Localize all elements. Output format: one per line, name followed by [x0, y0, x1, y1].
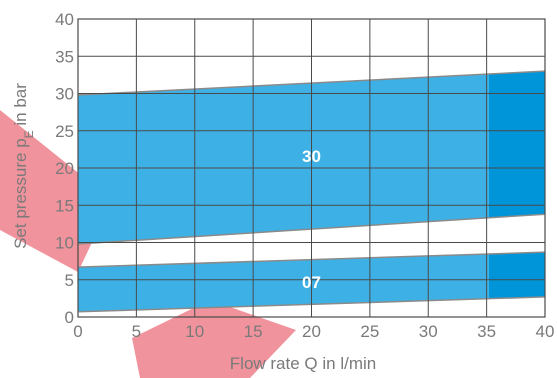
band-label-30: 30	[302, 147, 321, 166]
band-30	[78, 74, 489, 244]
y-tick-label-35: 35	[55, 47, 74, 66]
y-axis-title: Set pressure pE in bar	[11, 83, 36, 249]
x-axis-title: Flow rate Q in l/min	[230, 354, 376, 373]
bands	[77, 70, 546, 313]
y-tick-label-30: 30	[55, 85, 74, 104]
band-label-07: 07	[302, 273, 321, 292]
x-tick-label-0: 0	[73, 322, 82, 341]
y-tick-label-10: 10	[55, 234, 74, 253]
x-tick-label-40: 40	[536, 322, 555, 341]
watermark-shape-bottom	[132, 300, 296, 378]
plot-frame	[77, 18, 546, 318]
x-tick-label-15: 15	[244, 322, 263, 341]
x-tick-label-25: 25	[360, 322, 379, 341]
y-tick-label-25: 25	[55, 122, 74, 141]
y-tick-label-20: 20	[55, 159, 74, 178]
x-tick-label-30: 30	[419, 322, 438, 341]
y-tick-label-5: 5	[65, 271, 74, 290]
grid	[77, 18, 546, 318]
x-tick-label-20: 20	[302, 322, 321, 341]
band-07	[78, 253, 489, 312]
ticks: 0 5 10 15 20 25 30 35 40 0 5 10 15 20 25 30 35 40	[55, 10, 554, 341]
y-tick-label-0: 0	[65, 308, 74, 327]
y-axis-title-main: Set pressure p	[11, 138, 30, 249]
x-tick-label-5: 5	[132, 322, 141, 341]
x-tick-label-10: 10	[185, 322, 204, 341]
y-tick-label-15: 15	[55, 196, 74, 215]
x-tick-label-35: 35	[477, 322, 496, 341]
y-axis-title-rest: in bar	[11, 83, 30, 131]
y-axis-title-subscript: E	[22, 130, 36, 138]
y-tick-label-40: 40	[55, 10, 74, 29]
band-30-extended	[488, 71, 545, 218]
band-07-extended	[488, 252, 545, 299]
band-labels: 30 07	[302, 147, 321, 292]
